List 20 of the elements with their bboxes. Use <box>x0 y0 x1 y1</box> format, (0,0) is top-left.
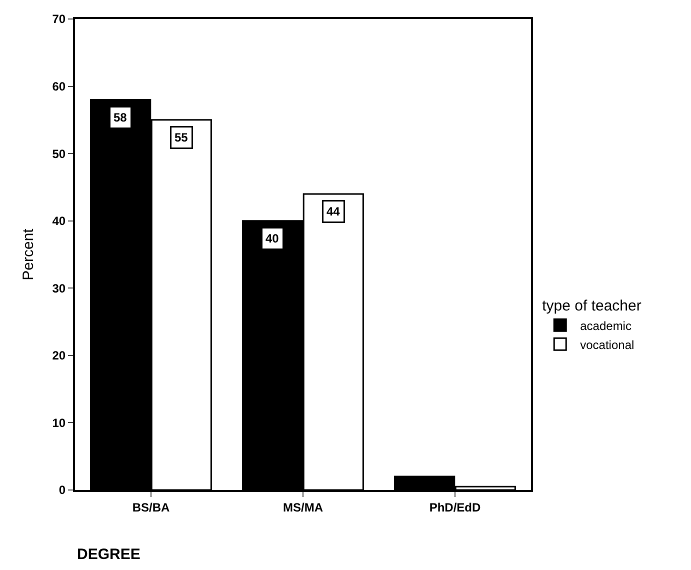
y-tick-label: 0 <box>58 483 66 498</box>
x-tick-label: PhD/EdD <box>429 500 481 514</box>
data-label: 55 <box>174 130 188 144</box>
x-tick-label: MS/MA <box>283 500 324 514</box>
y-tick-label: 70 <box>52 12 66 26</box>
data-label: 44 <box>326 204 340 218</box>
y-tick-label: 60 <box>52 79 66 94</box>
data-label: 58 <box>114 110 128 124</box>
y-tick-label: 10 <box>52 416 66 430</box>
legend-title: type of teacher <box>542 298 642 315</box>
legend-label: academic <box>580 318 632 333</box>
y-axis-title: Percent <box>20 228 37 280</box>
data-label: 40 <box>266 232 280 246</box>
x-tick-label: BS/BA <box>132 500 170 514</box>
y-tick-label: 40 <box>52 214 66 228</box>
x-axis-title: DEGREE <box>77 546 140 563</box>
y-tick-label: 20 <box>52 348 66 363</box>
y-tick-label: 30 <box>52 281 66 296</box>
y-tick-label: 50 <box>52 146 66 161</box>
legend-label: vocational <box>580 338 634 352</box>
